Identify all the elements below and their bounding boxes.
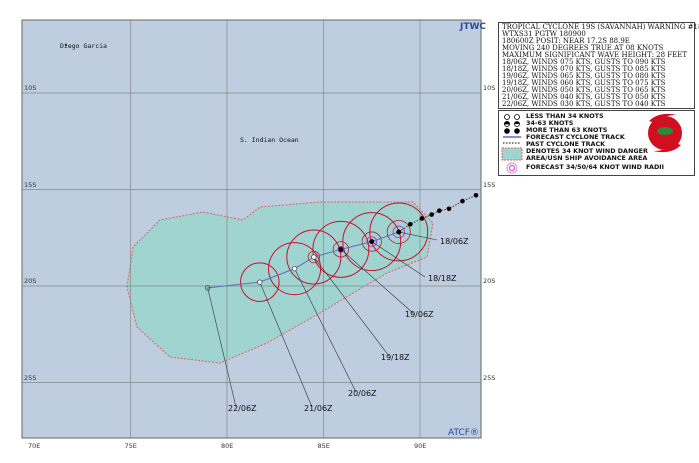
past-position-marker xyxy=(460,198,465,204)
forecast-time-label: 20/06Z xyxy=(348,389,377,398)
lon-tick-label: 75E xyxy=(124,442,137,450)
info-line: MAXIMUM SIGNIFICANT WAVE HEIGHT: 28 FEET xyxy=(502,51,688,59)
info-line: WTXS31 PGTW 180900 xyxy=(502,30,586,38)
time-leader-line xyxy=(371,241,426,278)
forecast-position-marker xyxy=(338,246,344,252)
info-line: 18/18Z, WINDS 070 KTS, GUSTS TO 085 KTS xyxy=(502,65,666,73)
agency-label: JTWC xyxy=(460,22,487,32)
wind-radius-50kt xyxy=(361,231,382,252)
forecast-time-label: 19/06Z xyxy=(405,310,434,319)
diego-garcia-label: Diego Garcia xyxy=(60,42,107,50)
legend-less-34: LESS THAN 34 KNOTS xyxy=(526,112,604,120)
lat-tick-label: 10S xyxy=(24,84,37,92)
forecast-time-label: 18/06Z xyxy=(440,237,469,246)
legend-past-track: PAST CYCLONE TRACK xyxy=(526,140,606,148)
danger-area xyxy=(126,201,434,364)
lat-tick-label: 20S xyxy=(24,277,37,285)
lat-tick-label: 10S xyxy=(483,84,496,92)
legend-avoidance-area: AREA/USN SHIP AVOIDANCE AREA xyxy=(526,154,648,162)
lat-tick-label: 25S xyxy=(483,373,496,382)
lat-tick-label: 15S xyxy=(24,180,37,189)
forecast-time-label: 18/18Z xyxy=(428,274,457,283)
lon-tick-label: 90E xyxy=(414,442,427,450)
strong-symbol-icon xyxy=(504,128,510,134)
info-line: 180600Z POSIT: NEAR 17.2S 88.9E xyxy=(502,37,630,45)
legend-forecast-track: FORECAST CYCLONE TRACK xyxy=(526,133,625,141)
legend: LESS THAN 34 KNOTS 34-63 KNOTS MORE THAN… xyxy=(498,110,695,176)
legend-34-63: 34-63 KNOTS xyxy=(526,119,574,127)
past-position-marker xyxy=(473,192,479,198)
legend-more-63: MORE THAN 63 KNOTS xyxy=(526,126,608,134)
time-leader-line xyxy=(340,249,414,314)
ocean-label: S. Indian Ocean xyxy=(240,136,299,144)
wind-radius-34kt xyxy=(267,242,322,296)
forecast-position-marker xyxy=(369,239,375,245)
danger-area-icon xyxy=(501,147,523,161)
lon-tick-label: 80E xyxy=(221,442,234,450)
lat-tick-label: 20S xyxy=(483,277,496,285)
forecast-position-marker xyxy=(396,229,402,235)
info-line: 19/06Z, WINDS 065 KTS, GUSTS TO 080 KTS xyxy=(502,72,666,80)
forecast-position-marker xyxy=(311,254,317,260)
wind-radius-50kt xyxy=(386,219,411,244)
legend-symbols xyxy=(501,113,682,174)
info-line: 20/06Z, WINDS 050 KTS, GUSTS TO 065 KTS xyxy=(502,86,666,94)
legend-wind-radii: FORECAST 34/50/64 KNOT WIND RADII xyxy=(526,163,665,171)
past-position-marker xyxy=(419,216,425,221)
forecast-time-label: 21/06Z xyxy=(304,404,333,413)
time-leader-line xyxy=(294,268,357,393)
past-position-marker xyxy=(429,212,434,217)
atcf-label: ATCF® xyxy=(448,428,479,438)
lat-tick-label: 25S xyxy=(24,373,37,382)
info-line: 21/06Z, WINDS 040 KTS, GUSTS TO 050 KTS xyxy=(502,93,666,101)
time-leader-line xyxy=(398,231,438,241)
info-line: 22/06Z, WINDS 030 KTS, GUSTS TO 040 KTS xyxy=(502,100,666,108)
forecast-position-marker xyxy=(205,285,211,291)
time-leader-line xyxy=(259,282,313,408)
time-leader-line xyxy=(207,287,237,408)
forecast-time-label: 19/18Z xyxy=(381,353,410,362)
wind-radius-64kt xyxy=(392,225,406,239)
lat-tick-label: 15S xyxy=(483,180,496,189)
weak-symbol-icon xyxy=(504,114,510,120)
past-position-marker xyxy=(408,221,413,227)
time-leader-line xyxy=(313,256,390,357)
weak-symbol-icon xyxy=(514,114,520,120)
hurricane-logo-icon xyxy=(648,113,682,153)
wind-radius-34kt xyxy=(240,262,280,302)
diego-garcia-marker xyxy=(65,44,67,46)
legend-danger-area: DENOTES 34 KNOT WIND DANGER xyxy=(526,147,648,155)
warning-info-box: TROPICAL CYCLONE 19S (SAVANNAH) WARNING … xyxy=(498,22,699,109)
wind-radii-icon xyxy=(506,162,518,174)
info-line: MOVING 240 DEGREES TRUE AT 08 KNOTS xyxy=(502,44,664,52)
wind-radius-34kt xyxy=(312,220,370,278)
lon-tick-label: 85E xyxy=(317,442,330,450)
past-position-marker xyxy=(437,208,442,214)
forecast-time-label: 22/06Z xyxy=(228,404,257,413)
info-line: TROPICAL CYCLONE 19S (SAVANNAH) WARNING … xyxy=(502,23,699,31)
info-line: 19/18Z, WINDS 060 KTS, GUSTS TO 075 KTS xyxy=(502,79,666,87)
forecast-position-marker xyxy=(257,279,263,285)
forecast-position-marker xyxy=(291,265,298,272)
wind-radius-64kt xyxy=(366,236,378,247)
lon-tick-label: 70E xyxy=(28,442,41,450)
wind-radius-34kt xyxy=(286,229,342,285)
past-position-marker xyxy=(446,206,452,212)
info-line: 18/06Z, WINDS 075 KTS, GUSTS TO 090 KTS xyxy=(502,58,666,66)
